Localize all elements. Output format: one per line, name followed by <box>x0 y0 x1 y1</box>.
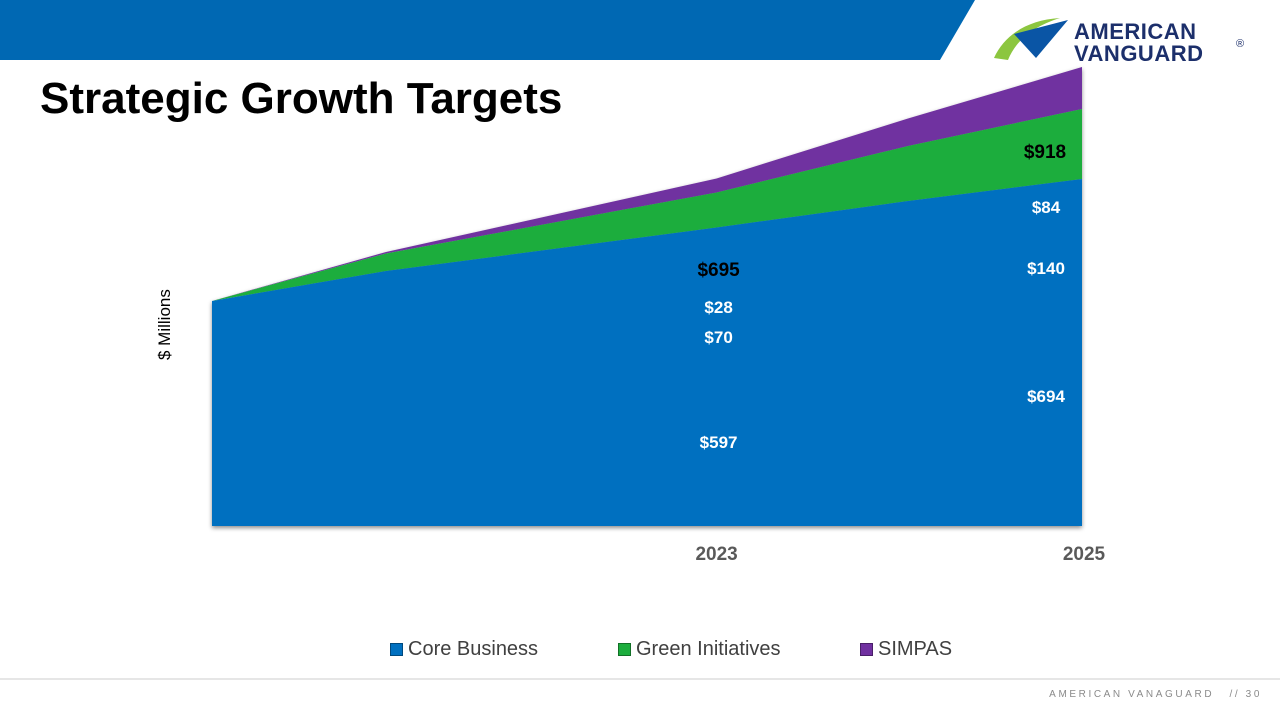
label-green-2025: $140 <box>1027 259 1065 278</box>
green-initiatives-area <box>212 109 1082 301</box>
total-2023: $695 <box>697 260 740 281</box>
label-simpas-2025: $84 <box>1032 198 1061 217</box>
legend-swatch <box>860 642 873 656</box>
footer-divider <box>0 678 1280 680</box>
legend-label: Core Business <box>408 637 539 660</box>
footer-page-number: // 30 <box>1229 689 1262 700</box>
label-core-2025: $694 <box>1027 387 1065 406</box>
label-core-2023: $597 <box>700 433 738 452</box>
logo-word-1: AMERICAN <box>1074 19 1197 44</box>
simpas-area <box>212 67 1082 301</box>
legend-label: Green Initiatives <box>636 637 781 660</box>
x-tick-2025: 2025 <box>1063 544 1106 565</box>
footer-text: AMERICAN VANAGUARD // 30 <box>1049 689 1262 700</box>
legend-label: SIMPAS <box>878 637 953 660</box>
company-logo: AMERICAN VANGUARD ® <box>990 14 1250 66</box>
legend-item-simpas: SIMPAS <box>860 636 952 662</box>
logo-registered-mark: ® <box>1236 38 1245 50</box>
legend-item-core-business: Core Business <box>390 636 538 662</box>
total-2025: $918 <box>1024 142 1066 163</box>
legend-swatch <box>390 642 403 656</box>
logo-word-2: VANGUARD <box>1074 41 1204 66</box>
footer-company: AMERICAN VANAGUARD <box>1049 689 1215 700</box>
label-green-2023: $70 <box>704 328 732 347</box>
page-title: Strategic Growth Targets <box>40 74 563 123</box>
x-tick-2023: 2023 <box>695 544 737 565</box>
chart-legend: Core Business Green Initiatives SIMPAS <box>0 636 1280 662</box>
legend-item-green-initiatives: Green Initiatives <box>618 636 781 662</box>
logo-mark-icon <box>994 18 1068 60</box>
label-simpas-2023: $28 <box>704 298 732 317</box>
header-band <box>0 0 975 60</box>
core-business-area <box>212 179 1082 526</box>
legend-swatch <box>618 642 631 656</box>
